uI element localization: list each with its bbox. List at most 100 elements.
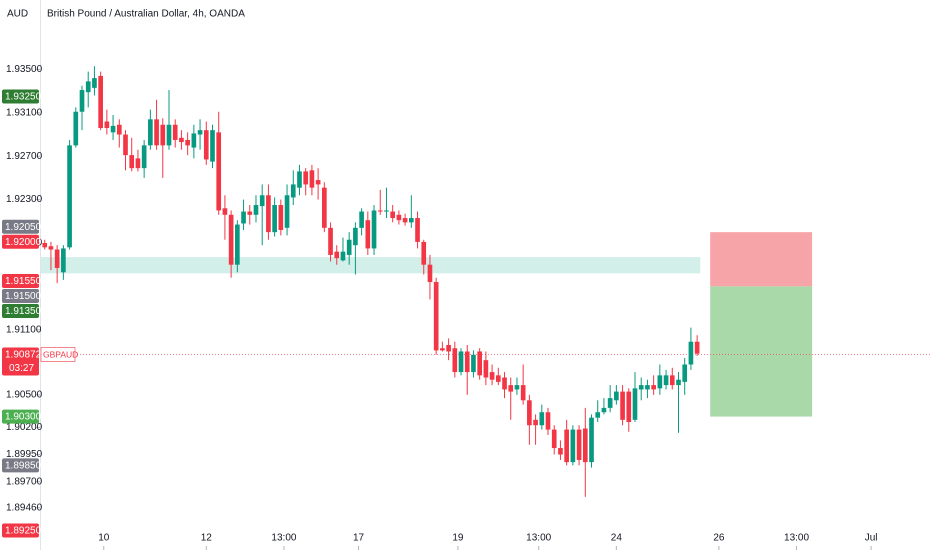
stop-loss-box bbox=[710, 232, 813, 287]
candle-body bbox=[508, 385, 514, 392]
candle-body bbox=[135, 158, 141, 169]
price-tag bbox=[2, 523, 39, 538]
candle-body bbox=[688, 341, 694, 365]
y-tick-label: 1.90200 bbox=[6, 422, 43, 433]
x-tick-label: 12 bbox=[201, 533, 213, 544]
y-tick-label: 1.93100 bbox=[6, 107, 43, 118]
candle-body bbox=[266, 195, 271, 233]
candle-body bbox=[197, 130, 203, 135]
candle-body bbox=[359, 211, 364, 228]
candle-body bbox=[123, 134, 128, 156]
candle-body bbox=[61, 248, 66, 273]
candle-body bbox=[495, 375, 501, 382]
x-tick-label: 13:00 bbox=[784, 533, 809, 544]
candle-body bbox=[322, 187, 327, 228]
candle-body bbox=[54, 249, 60, 268]
candle-body bbox=[309, 170, 315, 188]
candle-body bbox=[651, 385, 656, 390]
price-tag bbox=[2, 458, 39, 473]
y-tick-label: 1.89950 bbox=[6, 449, 43, 460]
candle-body bbox=[340, 251, 346, 261]
candle-body bbox=[129, 155, 135, 169]
candle-body bbox=[278, 205, 284, 230]
candle-body bbox=[421, 241, 427, 265]
candle-body bbox=[284, 195, 290, 228]
price-tag-label: 1.91550 bbox=[5, 276, 42, 287]
candle-body bbox=[172, 124, 178, 140]
x-tick-label: Jul bbox=[865, 533, 878, 544]
price-tag bbox=[2, 409, 39, 424]
symbol-label: GBPAUD bbox=[43, 349, 78, 359]
candle-body bbox=[471, 354, 476, 373]
chart-title: British Pound / Australian Dollar, 4h, O… bbox=[47, 9, 245, 20]
candle-body bbox=[638, 385, 644, 390]
candle-body bbox=[632, 388, 638, 420]
candle-body bbox=[415, 218, 420, 242]
candle-body bbox=[235, 224, 240, 265]
candle-body bbox=[440, 348, 445, 351]
y-tick-label: 1.89460 bbox=[6, 502, 43, 513]
candle-body bbox=[166, 124, 172, 146]
candle-body bbox=[272, 205, 277, 233]
candle-body bbox=[247, 211, 253, 215]
price-tag bbox=[2, 219, 39, 234]
candle-body bbox=[259, 195, 265, 207]
candle-body bbox=[582, 428, 588, 463]
candle-body bbox=[663, 375, 669, 386]
candle-body bbox=[384, 210, 389, 212]
candle-body bbox=[545, 412, 551, 430]
candle-body bbox=[371, 210, 377, 249]
candle-body bbox=[92, 78, 97, 88]
candle-body bbox=[607, 398, 613, 408]
candle-body bbox=[427, 264, 433, 283]
candle-body bbox=[551, 429, 557, 449]
candle-body bbox=[253, 205, 259, 215]
candle-body bbox=[657, 375, 663, 389]
candle-body bbox=[334, 251, 340, 259]
candle-body bbox=[104, 121, 110, 129]
x-tick-label: 10 bbox=[98, 533, 110, 544]
candle-body bbox=[601, 407, 607, 413]
x-tick-label: 26 bbox=[713, 533, 725, 544]
candle-body bbox=[203, 130, 209, 160]
candle-body bbox=[539, 412, 545, 426]
candle-body bbox=[464, 351, 470, 373]
price-tag bbox=[2, 89, 39, 104]
x-tick-label: 24 bbox=[611, 533, 623, 544]
currency-label: AUD bbox=[7, 9, 28, 20]
y-tick-label: 1.92700 bbox=[6, 151, 43, 162]
price-tag-label: 1.91500 bbox=[5, 291, 42, 302]
candle-body bbox=[154, 119, 159, 146]
candle-body bbox=[377, 210, 383, 212]
candle-body bbox=[73, 111, 79, 146]
x-tick-label: 17 bbox=[353, 533, 365, 544]
x-tick-label: 13:00 bbox=[271, 533, 296, 544]
candle-body bbox=[365, 220, 371, 249]
candle-body bbox=[520, 385, 526, 401]
price-tag bbox=[2, 288, 39, 303]
candle-body bbox=[558, 448, 563, 455]
support-zone bbox=[41, 257, 701, 274]
candle-body bbox=[402, 218, 408, 223]
candle-body bbox=[589, 417, 594, 463]
candle-body bbox=[682, 364, 688, 382]
take-profit-box bbox=[710, 286, 813, 417]
candle-body bbox=[160, 124, 166, 146]
candle-body bbox=[228, 214, 234, 265]
candle-body bbox=[98, 75, 103, 129]
price-tag bbox=[2, 303, 39, 318]
candle-body bbox=[179, 137, 184, 143]
candle-body bbox=[483, 360, 489, 378]
candle-body bbox=[396, 214, 402, 221]
candle-body bbox=[328, 227, 333, 255]
candle-body bbox=[222, 208, 228, 215]
candle-body bbox=[595, 412, 601, 418]
candle-body bbox=[446, 344, 451, 352]
price-tag-label: 1.92050 bbox=[5, 222, 42, 233]
candle-body bbox=[620, 391, 625, 420]
candle-body bbox=[433, 282, 439, 351]
candle-body bbox=[185, 139, 190, 146]
candle-body bbox=[694, 341, 700, 354]
